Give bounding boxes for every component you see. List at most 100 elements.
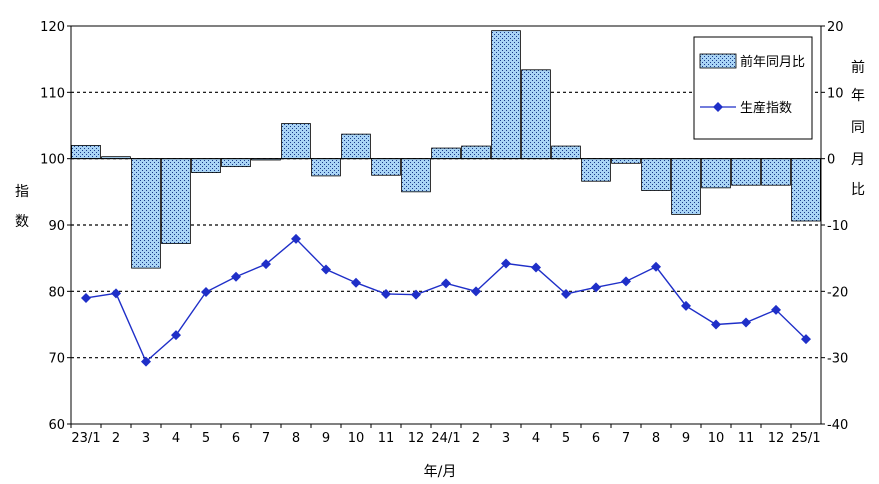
right-axis-title-char-1: 前 — [851, 59, 865, 76]
left-axis-ticks: 60 70 80 90 100 110 120 — [40, 20, 71, 433]
line-point — [471, 286, 481, 297]
legend-label-index: 生産指数 — [740, 100, 792, 116]
x-tick-label: 6 — [592, 431, 600, 446]
line-point — [411, 289, 421, 300]
bar — [281, 123, 311, 160]
line-point — [621, 276, 631, 287]
x-tick-label: 9 — [322, 431, 330, 446]
left-tick-label: 100 — [40, 153, 65, 168]
right-tick-label: 20 — [827, 20, 844, 35]
bar — [191, 158, 221, 173]
line-point — [801, 334, 811, 345]
right-tick-label: -30 — [827, 352, 848, 367]
x-tick-label: 8 — [652, 431, 660, 446]
line-point — [81, 292, 91, 303]
x-tick-label: 8 — [292, 431, 300, 446]
right-axis-title-char-3: 同 — [851, 120, 865, 136]
line-point — [501, 258, 511, 269]
left-tick-label: 60 — [48, 418, 65, 433]
bar — [521, 69, 551, 160]
line-point — [261, 259, 271, 270]
x-tick-label: 10 — [708, 431, 725, 446]
bar-series-yoy — [71, 30, 821, 269]
x-tick-label: 11 — [738, 431, 755, 446]
right-axis-title-char-4: 月 — [851, 152, 865, 168]
x-tick-label: 7 — [622, 431, 630, 446]
x-tick-label: 3 — [142, 431, 150, 446]
bar — [431, 147, 461, 160]
bar — [611, 158, 641, 164]
line-point — [321, 264, 331, 275]
bar — [221, 158, 251, 168]
legend-bar-swatch — [699, 53, 737, 69]
right-tick-label: -20 — [827, 285, 848, 300]
x-tick-label: 2 — [472, 431, 480, 446]
x-tick-label: 5 — [202, 431, 210, 446]
left-axis-title-char-1: 指 — [15, 184, 29, 200]
bar — [341, 133, 371, 160]
right-tick-label: -40 — [827, 418, 848, 433]
x-axis-ticks: 23/1 2 3 4 5 6 7 8 9 10 11 12 24/1 2 3 4 5 6 7 8 9 10 11 12 25/1 — [70, 424, 821, 446]
line-point — [231, 271, 241, 282]
x-tick-label: 24/1 — [431, 431, 460, 446]
bar — [371, 158, 401, 176]
bar — [761, 158, 791, 186]
right-axis-title-char-5: 比 — [851, 182, 865, 198]
right-axis-title-char-2: 年 — [851, 88, 865, 104]
bar — [491, 30, 521, 160]
line-series-index — [81, 233, 811, 367]
x-tick-label: 25/1 — [791, 431, 820, 446]
line-point — [111, 288, 121, 299]
line-point — [741, 317, 751, 328]
x-tick-label: 4 — [532, 431, 540, 446]
x-tick-label: 10 — [348, 431, 365, 446]
legend-box — [693, 36, 813, 140]
line-point — [561, 288, 571, 299]
bar — [311, 158, 341, 177]
legend-marker-icon — [713, 102, 723, 112]
line-point — [381, 288, 391, 299]
line-point — [351, 277, 361, 288]
x-tick-label: 6 — [232, 431, 240, 446]
bar — [701, 158, 731, 189]
bar — [461, 145, 491, 160]
bar — [641, 158, 671, 191]
x-tick-label: 7 — [262, 431, 270, 446]
x-tick-label: 23/1 — [71, 431, 100, 446]
right-tick-label: 10 — [827, 86, 844, 101]
bar — [731, 158, 761, 186]
x-axis-title: 年/月 — [424, 464, 457, 480]
line-point — [771, 304, 781, 315]
line-point — [591, 282, 601, 293]
line-point — [651, 261, 661, 272]
x-tick-label: 5 — [562, 431, 570, 446]
line-point — [201, 286, 211, 297]
right-tick-label: 0 — [827, 153, 835, 168]
line-point — [141, 356, 151, 367]
x-tick-label: 9 — [682, 431, 690, 446]
bar — [131, 158, 161, 269]
bar — [71, 144, 101, 160]
x-tick-label: 3 — [502, 431, 510, 446]
left-tick-label: 120 — [40, 20, 65, 35]
legend: 前年同月比 生産指数 — [693, 36, 813, 140]
bar — [551, 145, 581, 160]
left-axis-title-char-2: 数 — [15, 214, 29, 230]
left-tick-label: 70 — [48, 352, 65, 367]
legend-label-yoy: 前年同月比 — [740, 54, 805, 70]
line-point — [681, 300, 691, 311]
line-point — [171, 330, 181, 341]
right-tick-label: -10 — [827, 219, 848, 234]
left-tick-label: 110 — [40, 86, 65, 101]
left-tick-label: 80 — [48, 285, 65, 300]
x-tick-label: 2 — [112, 431, 120, 446]
bar — [401, 158, 431, 193]
line-point — [531, 262, 541, 273]
x-tick-label: 4 — [172, 431, 180, 446]
x-tick-label: 12 — [768, 431, 785, 446]
bar — [161, 158, 191, 244]
right-axis-ticks: -40 -30 -20 -10 0 10 20 — [821, 20, 848, 433]
bar — [671, 158, 701, 215]
x-tick-label: 12 — [408, 431, 425, 446]
line-point — [711, 319, 721, 330]
